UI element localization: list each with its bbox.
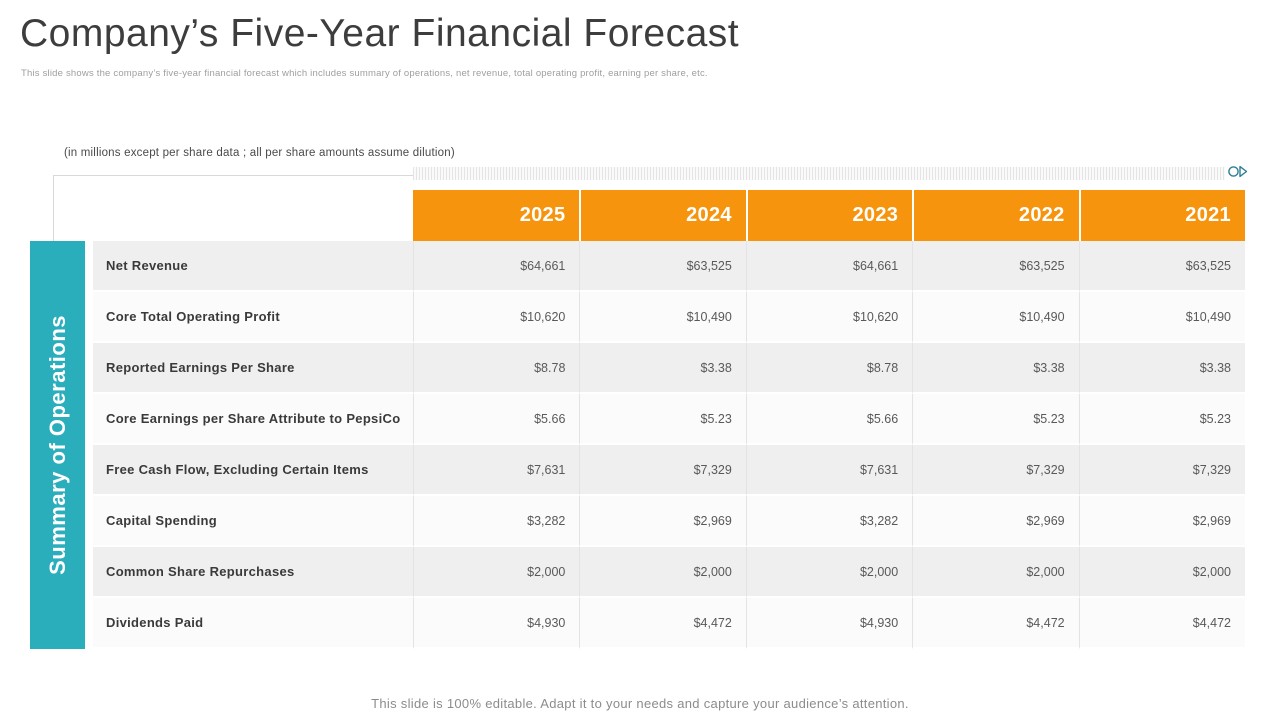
financial-table: Net Revenue $64,661 $63,525 $64,661 $63,…: [93, 241, 1245, 649]
table-cell: $3,282: [745, 496, 913, 547]
table-cell: $7,329: [579, 445, 746, 496]
table-cell: $2,000: [1078, 547, 1245, 598]
adchoices-icon[interactable]: [1227, 164, 1249, 179]
row-label: Capital Spending: [93, 496, 413, 547]
row-label: Common Share Repurchases: [93, 547, 413, 598]
table-cell: $10,490: [579, 292, 746, 343]
table-cell: $4,472: [1078, 598, 1245, 649]
table-cell: $5.23: [912, 394, 1079, 445]
decorative-striped-bar: [413, 167, 1225, 180]
table-cell: $10,490: [912, 292, 1079, 343]
table-cell: $7,631: [413, 445, 580, 496]
table-cell: $8.78: [745, 343, 913, 394]
table-cell: $3.38: [1078, 343, 1245, 394]
table-cell: $63,525: [1078, 241, 1245, 292]
row-label: Free Cash Flow, Excluding Certain Items: [93, 445, 413, 496]
table-cell: $2,000: [579, 547, 746, 598]
table-cell: $3.38: [912, 343, 1079, 394]
table-cell: $5.66: [413, 394, 580, 445]
summary-of-operations-banner: Summary of Operations: [30, 241, 85, 649]
row-label: Reported Earnings Per Share: [93, 343, 413, 394]
table-cell: $2,000: [413, 547, 580, 598]
table-cell: $4,930: [413, 598, 580, 649]
page-subtitle: This slide shows the company’s five-year…: [21, 68, 708, 79]
table-cell: $7,329: [1078, 445, 1245, 496]
table-cell: $64,661: [745, 241, 913, 292]
editable-note: This slide is 100% editable. Adapt it to…: [371, 696, 909, 711]
year-header-2024: 2024: [579, 190, 746, 241]
table-cell: $63,525: [912, 241, 1079, 292]
row-label: Core Total Operating Profit: [93, 292, 413, 343]
table-cell: $4,472: [912, 598, 1079, 649]
table-cell: $5.66: [745, 394, 913, 445]
row-label: Net Revenue: [93, 241, 413, 292]
year-header-row: 2025 2024 2023 2022 2021: [413, 190, 1245, 241]
table-cell: $2,000: [912, 547, 1079, 598]
table-cell: $2,000: [745, 547, 913, 598]
table-cell: $63,525: [579, 241, 746, 292]
table-cell: $5.23: [1078, 394, 1245, 445]
year-header-2022: 2022: [912, 190, 1079, 241]
table-cell: $4,472: [579, 598, 746, 649]
sidebar-label: Summary of Operations: [44, 315, 70, 575]
table-cell: $4,930: [745, 598, 913, 649]
table-units-note: (in millions except per share data ; all…: [64, 147, 455, 159]
table-cell: $10,620: [745, 292, 913, 343]
row-label: Core Earnings per Share Attribute to Pep…: [93, 394, 413, 445]
table-cell: $7,631: [745, 445, 913, 496]
table-cell: $5.23: [579, 394, 746, 445]
year-header-2021: 2021: [1078, 190, 1245, 241]
table-cell: $2,969: [912, 496, 1079, 547]
year-header-2025: 2025: [413, 190, 580, 241]
table-cell: $8.78: [413, 343, 580, 394]
page-title: Company’s Five-Year Financial Forecast: [20, 12, 740, 55]
table-cell: $2,969: [579, 496, 746, 547]
table-cell: $10,490: [1078, 292, 1245, 343]
year-header-2023: 2023: [745, 190, 913, 241]
table-cell: $2,969: [1078, 496, 1245, 547]
table-cell: $7,329: [912, 445, 1079, 496]
row-label: Dividends Paid: [93, 598, 413, 649]
table-cell: $64,661: [413, 241, 580, 292]
table-cell: $10,620: [413, 292, 580, 343]
table-corner-outline: [53, 175, 413, 241]
table-cell: $3.38: [579, 343, 746, 394]
table-cell: $3,282: [413, 496, 580, 547]
